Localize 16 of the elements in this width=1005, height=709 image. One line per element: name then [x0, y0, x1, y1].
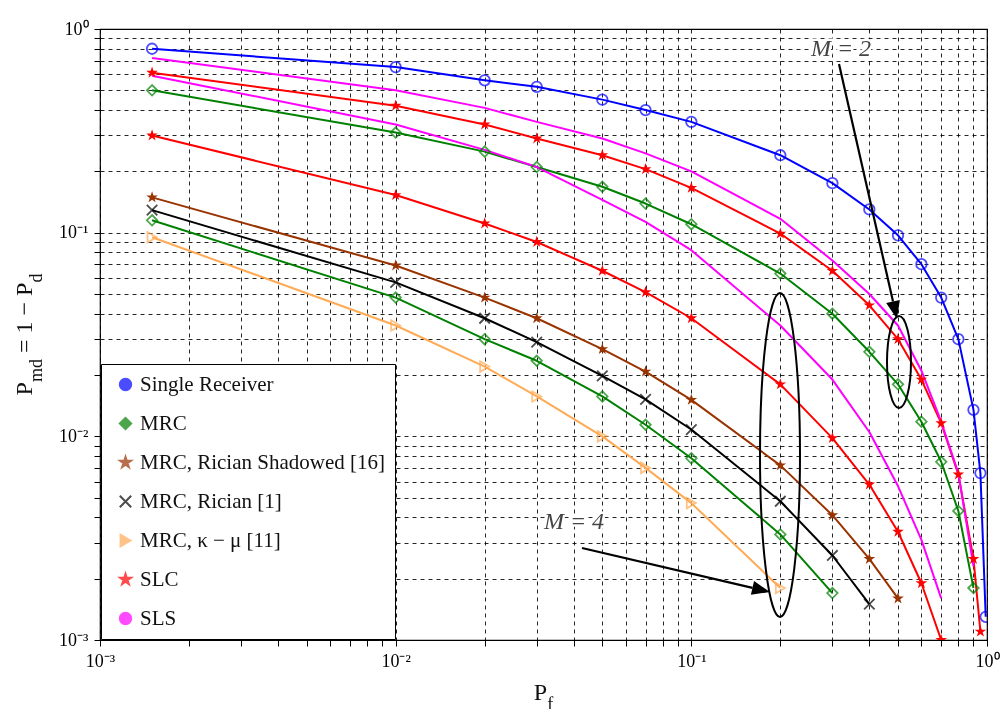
x-tick-label: 10⁻¹ — [677, 650, 707, 671]
annotation: M = 4 — [542, 507, 605, 534]
legend-label: SLS — [140, 605, 177, 630]
y-tick-label: 10⁰ — [64, 18, 89, 39]
legend-label: MRC, Rician [1] — [140, 488, 282, 513]
x-tick-label: 10⁻² — [381, 650, 411, 671]
legend-label: MRC, κ − μ [11] — [140, 527, 281, 552]
legend-label: MRC — [140, 410, 187, 435]
x-tick-label: 10⁻³ — [85, 650, 116, 671]
legend-label: SLC — [140, 566, 179, 591]
x-tick-label: 10⁰ — [975, 650, 1000, 671]
legend-label: Single Receiver — [140, 371, 274, 396]
y-tick-label: 10⁻¹ — [59, 222, 89, 243]
y-tick-label: 10⁻² — [59, 425, 89, 446]
legend-label: MRC, Rician Shadowed [16] — [140, 449, 385, 474]
y-tick-label: 10⁻³ — [59, 629, 90, 650]
